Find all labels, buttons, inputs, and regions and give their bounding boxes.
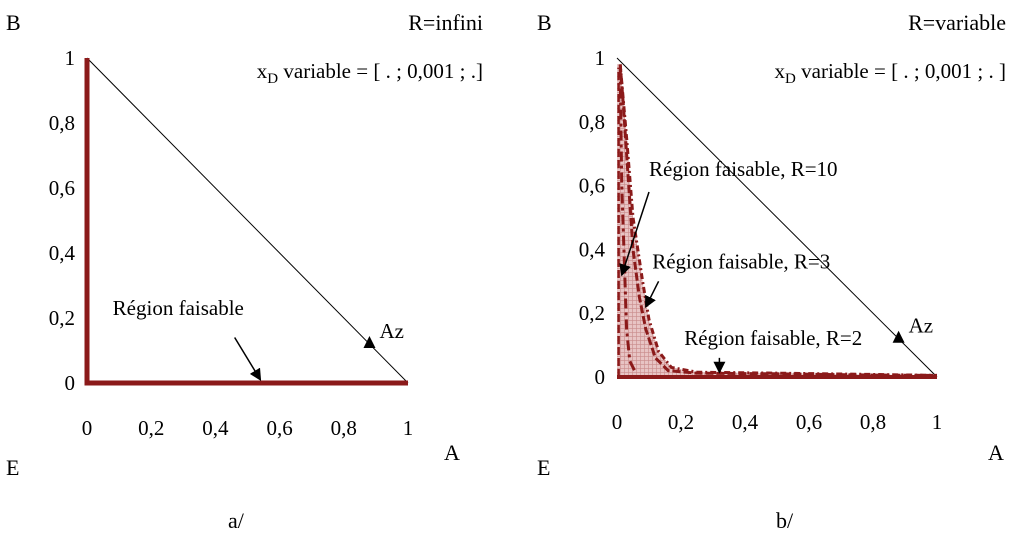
series-curve-1	[618, 67, 638, 375]
point-marker-az	[363, 336, 376, 348]
feasible-region-fill	[617, 64, 937, 377]
caption-a: a/	[228, 508, 245, 533]
y-tick-label: 1	[65, 46, 76, 70]
triangle-diagonal	[86, 57, 409, 384]
caption-b: b/	[776, 508, 794, 533]
x-tick-label: 0,2	[138, 416, 164, 440]
annotation-arrow	[234, 337, 262, 382]
reflux-label: R=infini	[408, 10, 483, 35]
panel-b: 0 0,2 0,4 0,6 0,8 1 0 0,2 0,4 0,6 0,8 1 B A E R=variabl…	[537, 10, 1006, 480]
y-tick-label: 0,2	[49, 306, 75, 330]
feasible-region-line	[84, 58, 408, 386]
x-tick-label: 1	[403, 416, 414, 440]
corner-label-a: A	[988, 440, 1004, 465]
x-tick-label: 0	[612, 410, 623, 434]
annotation-arrow	[645, 280, 660, 309]
triangle-diagonal	[616, 57, 938, 378]
x-tick-label: 0,8	[331, 416, 357, 440]
x-tick-label: 0,4	[202, 416, 229, 440]
y-tick-label: 0,4	[49, 241, 76, 265]
point-label-az: Az	[379, 319, 404, 343]
y-tick-label: 0,6	[49, 176, 75, 200]
corner-label-b: B	[6, 10, 21, 35]
xd-variable-label: xD variable = [ . ; 0,001 ; . ]	[775, 59, 1006, 87]
x-tick-label: 0,8	[860, 410, 886, 434]
corner-label-a: A	[444, 440, 460, 465]
point-label-az: Az	[909, 314, 934, 338]
reflux-label: R=variable	[908, 10, 1006, 35]
annotation-label: Région faisable, R=10	[649, 157, 838, 181]
y-tick-label: 0,6	[579, 174, 605, 198]
x-tick-label: 0,4	[732, 410, 759, 434]
annotation-label: Région faisable, R=2	[684, 326, 862, 350]
x-tick-label: 0,2	[668, 410, 694, 434]
x-tick-label: 1	[932, 410, 943, 434]
annotation-arrow	[619, 191, 650, 277]
x-tick-label: 0,6	[796, 410, 822, 434]
xd-variable-label: xD variable = [ . ; 0,001 ; .]	[257, 59, 483, 87]
y-tick-label: 0,8	[579, 110, 605, 134]
y-tick-label: 1	[595, 46, 606, 70]
annotation-label: Région faisable, R=3	[652, 250, 830, 274]
y-tick-label: 0	[65, 371, 76, 395]
x-tick-label: 0	[82, 416, 93, 440]
corner-label-e: E	[6, 455, 19, 480]
y-tick-label: 0,2	[579, 301, 605, 325]
y-tick-label: 0	[595, 365, 606, 389]
y-tick-label: 0,8	[49, 111, 75, 135]
corner-label-b: B	[537, 10, 552, 35]
panel-a: 0 0,2 0,4 0,6 0,8 1 0 0,2 0,4 0,6 0,8 1 B A E R=infini x…	[6, 10, 483, 480]
point-marker-az	[892, 330, 905, 343]
annotation-label: Région faisable	[113, 296, 244, 320]
x-tick-label: 0,6	[266, 416, 292, 440]
series-curve-3	[618, 64, 938, 377]
y-tick-label: 0,4	[579, 237, 606, 261]
corner-label-e: E	[537, 455, 550, 480]
